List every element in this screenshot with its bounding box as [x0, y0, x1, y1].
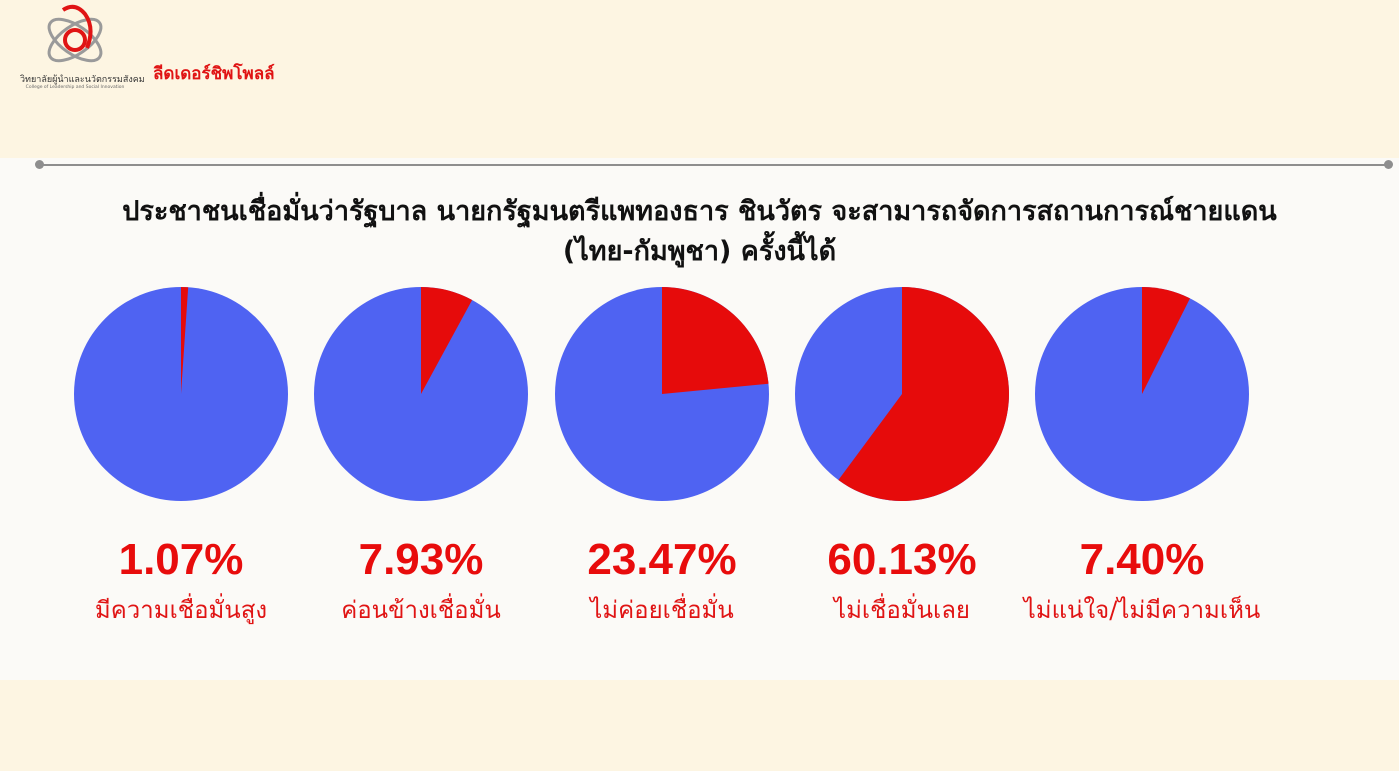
pie-5: 7.40% ไม่แน่ใจ/ไม่มีความเห็น: [1022, 287, 1261, 624]
pie-1: 1.07% มีความเชื่อมั่นสูง: [74, 287, 288, 625]
pie-2: 7.93% ค่อนข้างเชื่อมั่น: [314, 287, 528, 624]
header: วิทยาลัยผู้นำและนวัตกรรมสังคม College of…: [0, 0, 1399, 158]
pie-slice-value: [1142, 287, 1190, 394]
logo-emblem-icon: [47, 4, 103, 63]
pie-slice-value: [662, 287, 769, 394]
pie-slice-value: [838, 287, 1009, 501]
logo-subtext: College of Leadership and Social Innovat…: [25, 85, 125, 90]
brand-name: ลีดเดอร์ชิพโพลล์: [153, 64, 275, 84]
category-label: ค่อนข้างเชื่อมั่น: [341, 593, 501, 624]
category-label: ไม่เชื่อมั่นเลย: [832, 593, 970, 624]
category-label: มีความเชื่อมั่นสูง: [95, 593, 267, 625]
logo-text: วิทยาลัยผู้นำและนวัตกรรมสังคม: [20, 75, 145, 85]
chart-title-line-2: (ไทย-กัมพูชา) ครั้งนี้ได้: [562, 236, 837, 267]
pie-slice-value: [181, 287, 189, 394]
percent-label: 7.40%: [1080, 535, 1205, 584]
chart-title-line-1: ประชาชนเชื่อมั่นว่ารัฐบาล นายกรัฐมนตรีแพ…: [122, 196, 1277, 227]
chart-title: ประชาชนเชื่อมั่นว่ารัฐบาล นายกรัฐมนตรีแพ…: [0, 192, 1399, 272]
pie-slice-value: [421, 287, 473, 394]
category-label: ไม่แน่ใจ/ไม่มีความเห็น: [1022, 595, 1261, 624]
percent-label: 60.13%: [827, 535, 976, 584]
divider-dot-right: [1384, 160, 1393, 169]
percent-label: 7.93%: [359, 535, 484, 584]
college-logo: วิทยาลัยผู้นำและนวัตกรรมสังคม College of…: [20, 2, 145, 98]
percent-label: 23.47%: [587, 535, 736, 584]
divider-line: [38, 164, 1388, 166]
pie-3: 23.47% ไม่ค่อยเชื่อมั่น: [555, 287, 769, 624]
category-label: ไม่ค่อยเชื่อมั่น: [588, 593, 734, 624]
divider-dot-left: [35, 160, 44, 169]
percent-label: 1.07%: [119, 535, 244, 584]
pie-charts: 1.07% มีความเชื่อมั่นสูง 7.93% ค่อนข้างเชื่…: [74, 287, 1261, 625]
pie-4: 60.13% ไม่เชื่อมั่นเลย: [795, 287, 1009, 624]
